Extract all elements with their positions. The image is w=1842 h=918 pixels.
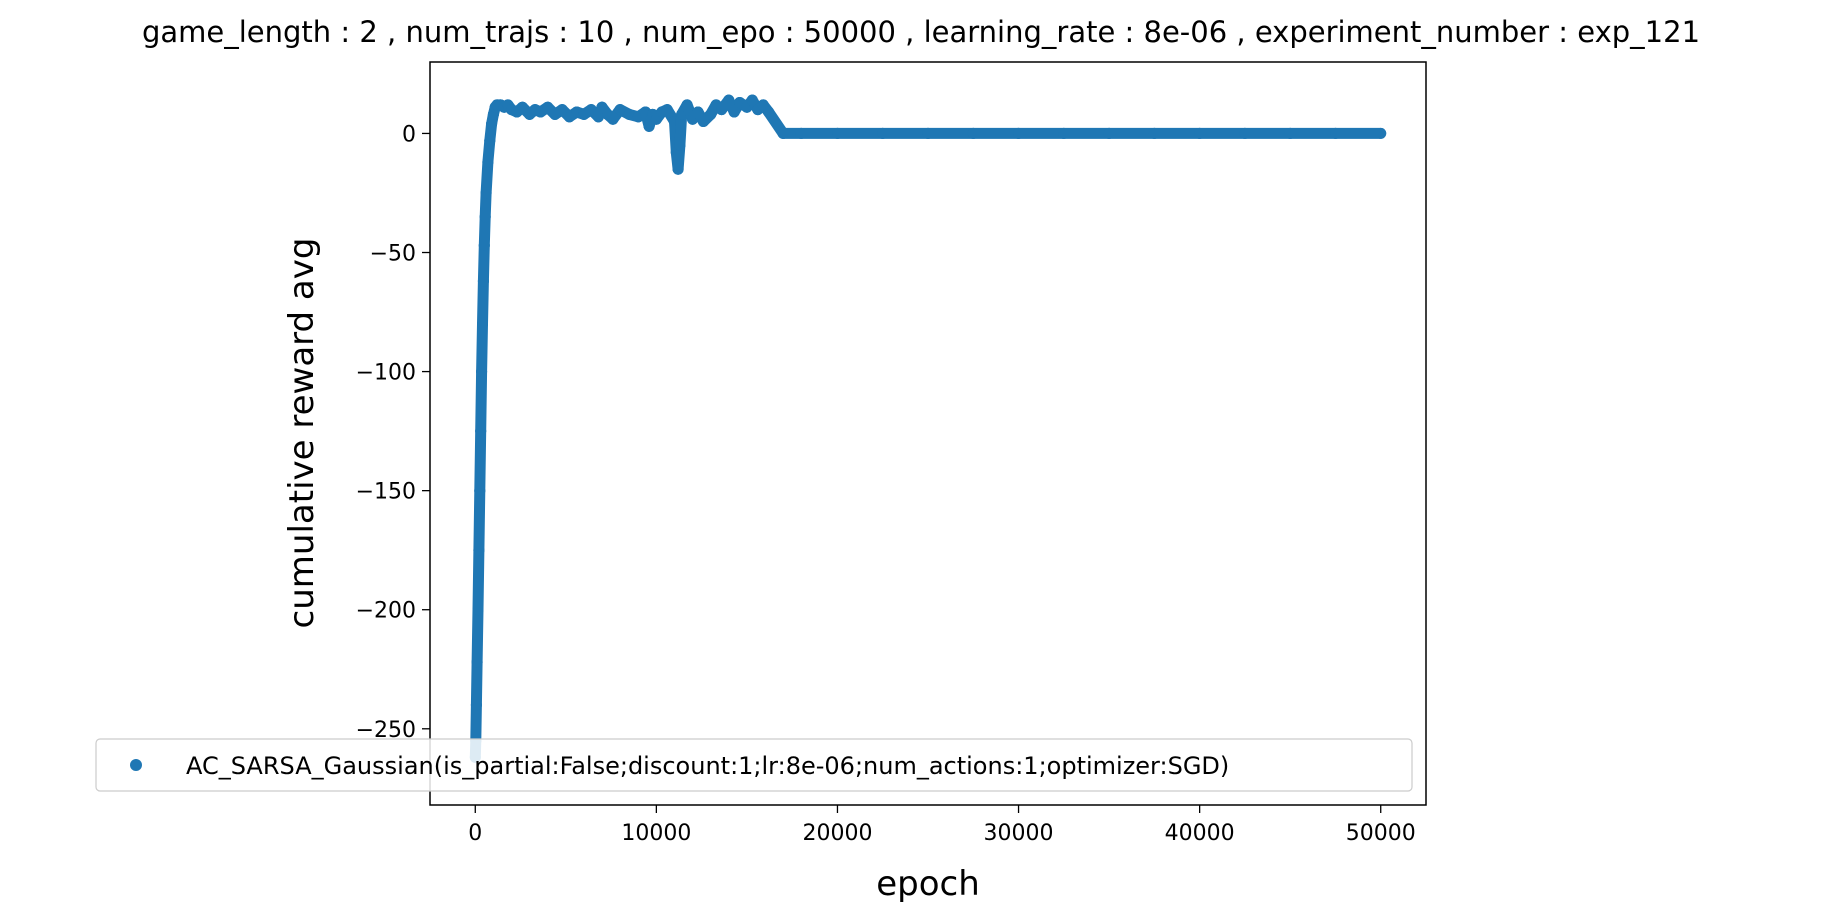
y-tick-label: 0	[402, 122, 416, 147]
series-segment	[475, 366, 488, 437]
legend-box	[95, 738, 1413, 792]
legend: AC_SARSA_Gaussian(is_partial:False;disco…	[95, 738, 1413, 792]
series-segment	[470, 699, 482, 747]
x-axis-label: epoch	[876, 864, 980, 904]
chart-title: game_length : 2 , num_trajs : 10 , num_e…	[142, 15, 1700, 49]
y-tick-label: −100	[356, 361, 416, 386]
y-tick-label: −150	[356, 480, 416, 505]
y-axis-label: cumulative reward avg	[282, 238, 322, 629]
x-tick-label: 0	[468, 821, 482, 846]
series-segment	[472, 544, 485, 616]
x-tick-label: 50000	[1346, 821, 1416, 846]
y-axis: 0−50−100−150−200−250	[356, 122, 430, 743]
x-tick-label: 20000	[802, 821, 872, 846]
data-points	[469, 94, 1387, 763]
x-tick-label: 30000	[984, 821, 1054, 846]
series-segment	[477, 239, 490, 287]
y-tick-label: −50	[370, 242, 416, 267]
x-tick-label: 40000	[1165, 821, 1235, 846]
series-segment	[477, 275, 489, 330]
series-segment	[470, 656, 483, 711]
legend-marker	[130, 759, 142, 771]
x-tick-label: 10000	[621, 821, 691, 846]
series-segment	[473, 485, 486, 556]
series-segment	[474, 425, 487, 497]
legend-label: AC_SARSA_Gaussian(is_partial:False;disco…	[186, 752, 1229, 780]
series-segment	[476, 318, 488, 378]
x-axis: 0 10000 20000 30000 40000 50000	[468, 805, 1416, 846]
plot-frame	[429, 61, 1427, 806]
series-segment	[471, 604, 484, 668]
y-tick-label: −200	[356, 599, 416, 624]
